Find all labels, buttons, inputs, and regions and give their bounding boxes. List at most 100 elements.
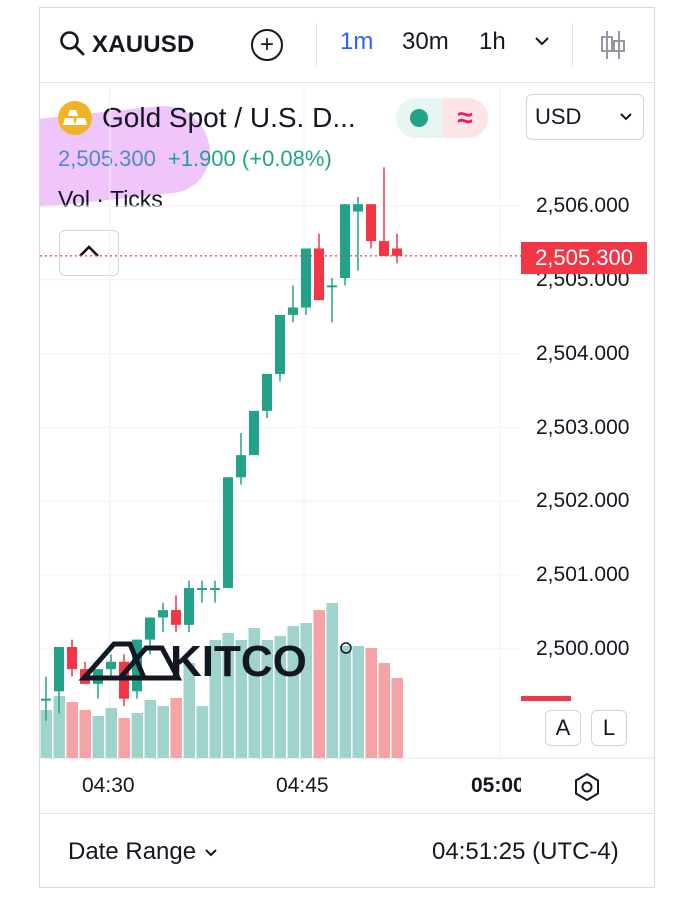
settings-button[interactable] <box>572 772 602 807</box>
candle-body <box>262 373 272 411</box>
candle-body <box>145 617 155 640</box>
candle-body <box>223 477 233 588</box>
volume-bar <box>105 708 117 758</box>
symbol-search-button[interactable]: XAUUSD <box>58 28 195 62</box>
volume-bar <box>235 640 247 758</box>
green-dot-icon <box>410 109 428 127</box>
volume-bar <box>66 702 78 758</box>
candle-body <box>197 587 207 590</box>
toolbar-divider <box>572 23 573 67</box>
time-tick: 04:45 <box>276 774 329 797</box>
instrument-title: Gold Spot / U.S. D... <box>102 102 356 133</box>
candle-body <box>106 661 116 670</box>
volume-bar <box>378 663 390 758</box>
volume-bar <box>209 640 221 758</box>
last-price: 2,505.300 <box>58 146 156 171</box>
currency-value: USD <box>535 104 582 129</box>
volume-bar <box>274 636 286 758</box>
log-scale-button[interactable]: L <box>591 710 627 746</box>
kitco-logo: KITCO <box>70 630 360 695</box>
volume-bar <box>157 706 169 758</box>
volume-bar <box>326 603 338 758</box>
volume-bar <box>365 648 377 758</box>
volume-bar <box>131 713 143 758</box>
volume-bar <box>183 663 195 758</box>
price-tick: 2,504.000 <box>536 342 630 365</box>
candle-body <box>54 647 64 692</box>
chevron-down-icon <box>533 30 551 55</box>
candle-body <box>353 204 363 212</box>
chevron-up-icon <box>78 244 100 263</box>
gold-bars-icon <box>58 101 92 135</box>
price-tick: 2,503.000 <box>536 416 630 439</box>
volume-bar <box>261 640 273 758</box>
candle-body <box>184 587 194 625</box>
clock-timezone[interactable]: 04:51:25 (UTC-4) <box>432 838 619 865</box>
volume-bar <box>196 706 208 758</box>
candle-body <box>41 698 51 701</box>
time-tick: 04:30 <box>82 774 135 797</box>
auto-scale-button[interactable]: A <box>545 710 581 746</box>
volume-bar <box>287 626 299 758</box>
time-tick: 05:00 <box>471 774 521 797</box>
candle-body <box>392 248 402 256</box>
volume-bar <box>222 633 234 758</box>
timeframe-1m[interactable]: 1m <box>340 28 374 55</box>
volume-bar <box>313 610 325 758</box>
volume-bar <box>300 623 312 758</box>
volume-bar <box>170 698 182 758</box>
chevron-down-icon <box>619 104 633 130</box>
collapse-legend-button[interactable] <box>59 230 119 276</box>
bottom-bar <box>40 813 654 887</box>
symbol-name: XAUUSD <box>92 31 195 58</box>
volume-bar <box>92 716 104 758</box>
volume-bar <box>339 646 351 758</box>
chevron-down-icon <box>203 838 219 865</box>
currency-select[interactable]: USD <box>526 94 644 140</box>
volume-bar <box>144 700 156 758</box>
legend-title-row: Gold Spot / U.S. D... <box>58 101 356 135</box>
chart-widget: XAUUSD + 1m 30m 1h <box>39 7 655 888</box>
market-status-pill[interactable]: ≈ <box>396 98 488 138</box>
candle-body <box>236 455 246 478</box>
candle-body <box>288 307 298 315</box>
current-price-tag: 2,505.300 <box>521 242 647 274</box>
search-icon <box>58 29 86 62</box>
candle-body <box>275 314 285 374</box>
date-range-button[interactable]: Date Range <box>68 838 219 866</box>
indicators-button[interactable] <box>596 28 630 67</box>
candle-body <box>171 610 181 625</box>
kitco-wordmark: KITCO <box>170 637 307 686</box>
price-tick: 2,501.000 <box>536 563 630 586</box>
volume-bar <box>248 628 260 758</box>
timeframe-30m[interactable]: 30m <box>402 28 449 55</box>
plus-circle-icon: + <box>259 31 274 58</box>
price-tick: 2,506.000 <box>536 194 630 217</box>
timeframe-dropdown[interactable] <box>533 30 551 56</box>
price-chart[interactable] <box>40 8 654 813</box>
wave-icon: ≈ <box>442 98 488 138</box>
candle-body <box>340 204 350 278</box>
candle-body <box>301 248 311 308</box>
candle-body <box>158 610 168 618</box>
price-tick: 2,500.000 <box>536 637 630 660</box>
volume-bar <box>53 696 65 758</box>
date-range-label: Date Range <box>68 838 197 865</box>
candle-body <box>249 410 259 456</box>
candle-body <box>366 204 376 242</box>
candle-body <box>314 248 324 301</box>
toolbar-divider <box>316 23 317 67</box>
volume-bar <box>118 718 130 758</box>
indicators-icon <box>596 31 630 66</box>
volume-bar <box>352 646 364 758</box>
volume-marker <box>521 696 571 701</box>
compare-add-button[interactable]: + <box>251 29 283 61</box>
candle-body <box>327 285 337 288</box>
gear-icon <box>572 772 602 806</box>
volume-bar <box>79 710 91 758</box>
candle-body <box>210 587 220 590</box>
volume-bar <box>40 710 52 758</box>
timeframe-1h[interactable]: 1h <box>479 28 506 55</box>
top-toolbar: XAUUSD + 1m 30m 1h <box>40 8 654 83</box>
volume-bar <box>391 678 403 758</box>
